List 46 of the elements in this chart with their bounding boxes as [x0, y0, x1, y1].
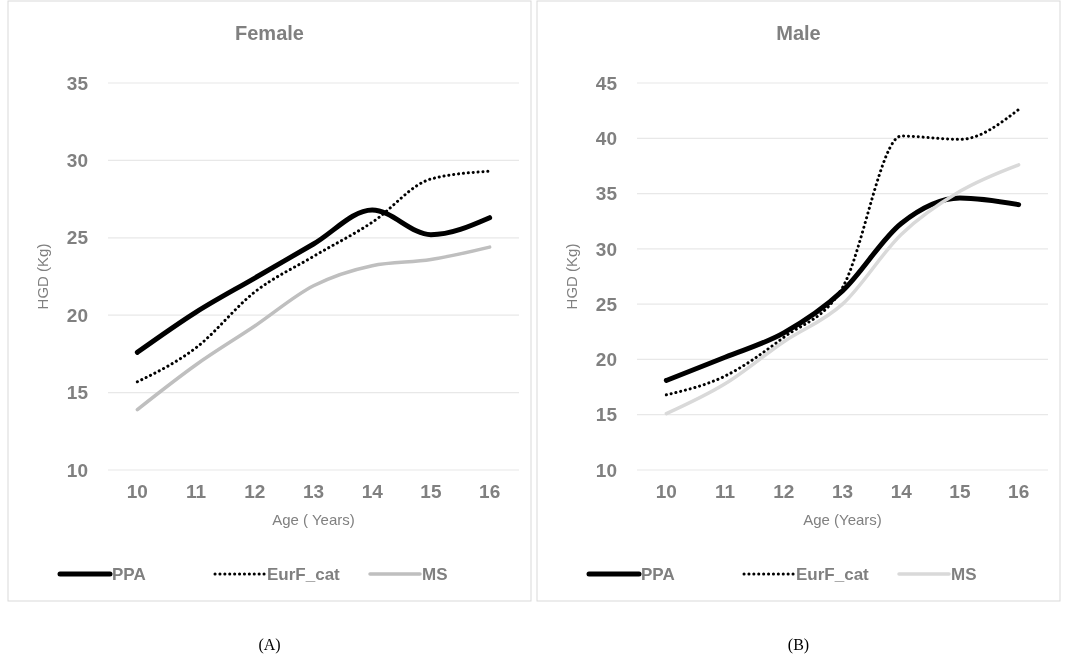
y-tick-label: 40 [595, 127, 617, 149]
y-tick-label: 10 [595, 459, 617, 481]
y-tick-label: 30 [66, 150, 88, 172]
line-series [135, 169, 492, 384]
x-tick-label: 12 [773, 481, 795, 502]
y-tick-label: 20 [595, 349, 617, 371]
x-tick-label: 16 [1008, 481, 1030, 502]
y-tick-label: 35 [66, 72, 89, 94]
y-tick-label: 35 [595, 183, 618, 205]
y-axis-title: HGD (Kg) [563, 243, 580, 310]
x-tick-label: 12 [244, 481, 266, 502]
y-tick-label: 10 [66, 459, 88, 481]
x-tick-label: 13 [302, 481, 325, 502]
y-tick-label: 15 [595, 404, 618, 426]
chart-title: Female [235, 22, 304, 44]
y-tick-label: 20 [66, 304, 88, 326]
x-tick-label: 14 [890, 481, 913, 502]
legend-label: EurF_cat [267, 564, 341, 584]
legend-label: PPA [112, 564, 146, 584]
line-series [664, 163, 1021, 416]
x-axis-title: Age (Years) [803, 511, 882, 528]
text: (B) [787, 636, 810, 654]
y-tick-label: 45 [595, 72, 618, 94]
legend-label: MS [422, 564, 448, 584]
x-tick-label: 14 [361, 481, 384, 502]
x-axis-title: Age ( Years) [272, 511, 355, 528]
x-tick-label: 11 [715, 481, 736, 502]
x-tick-label: 10 [126, 481, 148, 502]
y-axis-title: HGD (Kg) [34, 243, 51, 310]
legend-label: PPA [641, 564, 675, 584]
y-tick-label: 25 [595, 293, 618, 315]
legend-label: MS [951, 564, 977, 584]
line-series [664, 108, 1021, 397]
y-tick-label: 25 [66, 227, 89, 249]
y-tick-label: 15 [66, 382, 89, 404]
x-tick-label: 10 [655, 481, 677, 502]
text: (A) [258, 636, 281, 654]
legend-label: EurF_cat [796, 564, 870, 584]
x-tick-label: 11 [186, 481, 207, 502]
chart-title: Male [776, 22, 821, 44]
y-tick-label: 30 [595, 238, 617, 260]
line-series [135, 245, 492, 412]
x-tick-label: 15 [420, 481, 442, 502]
x-tick-label: 13 [831, 481, 854, 502]
x-tick-label: 15 [949, 481, 971, 502]
x-tick-label: 16 [479, 481, 501, 502]
